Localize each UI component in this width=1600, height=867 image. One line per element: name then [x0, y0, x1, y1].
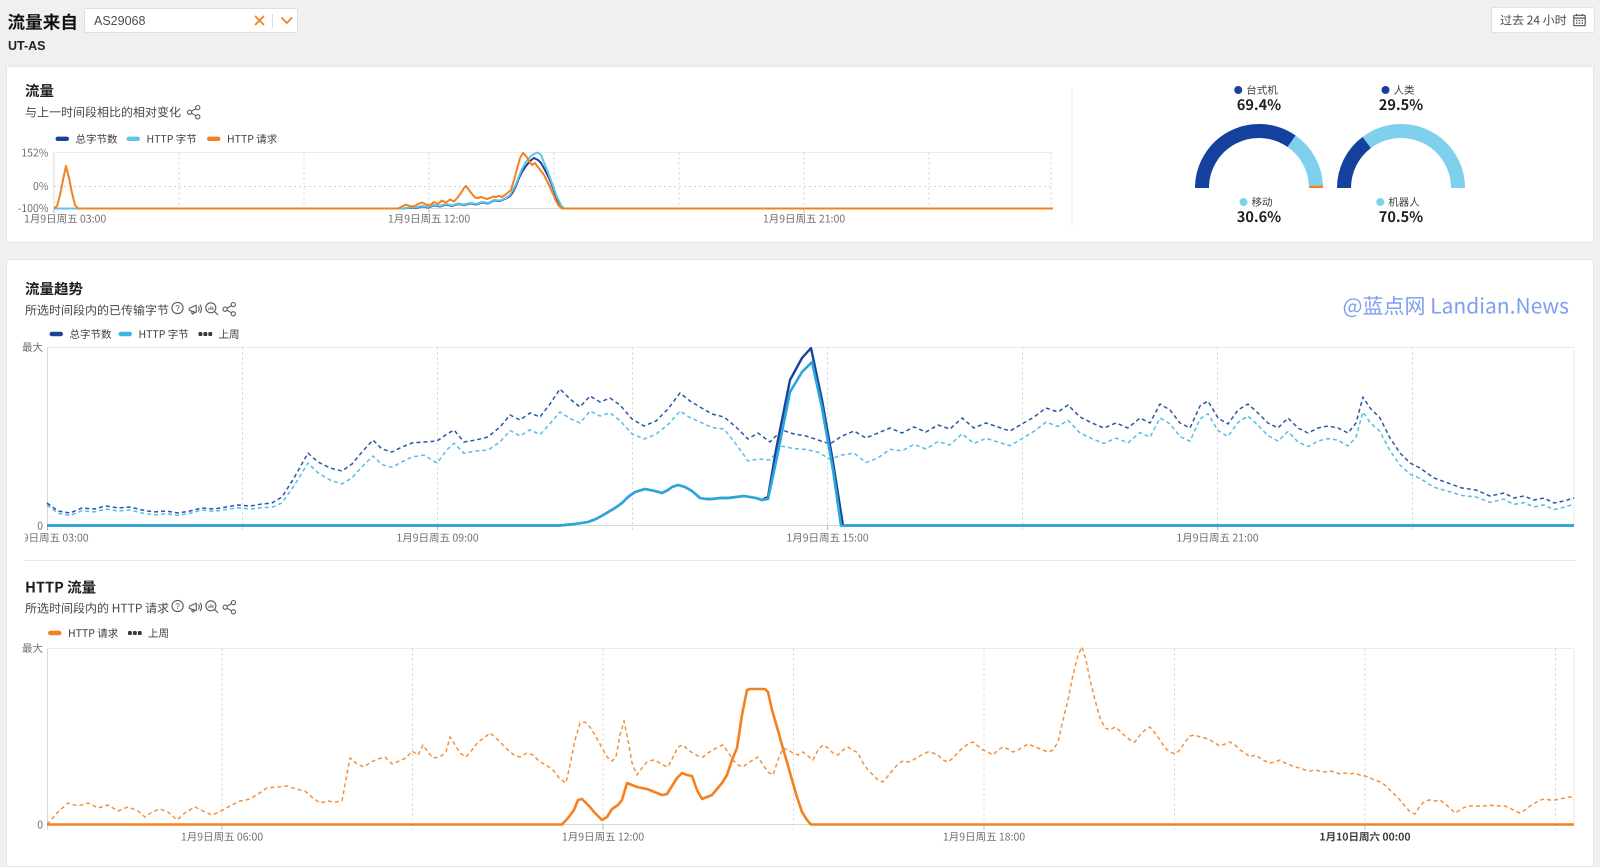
svg-text:AS29068: AS29068: [94, 14, 145, 28]
svg-text:?: ?: [175, 602, 180, 611]
svg-text:?: ?: [175, 304, 180, 313]
svg-text:UT-AS: UT-AS: [8, 39, 46, 53]
